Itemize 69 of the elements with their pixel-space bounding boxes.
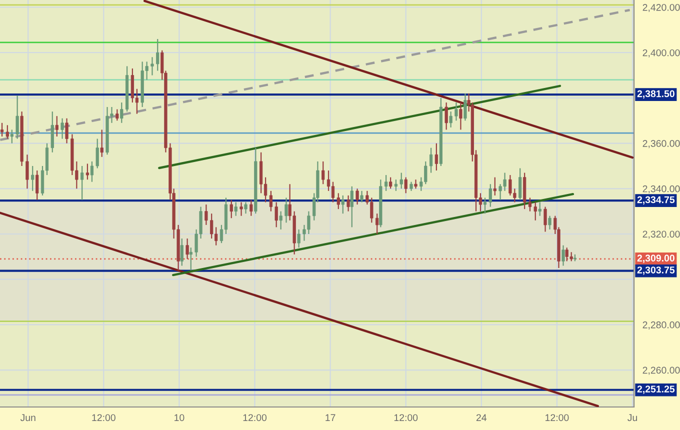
- candlestick: [518, 168, 522, 201]
- x-tick-label: 17: [326, 414, 336, 421]
- candlestick: [234, 202, 238, 216]
- candlestick: [346, 194, 350, 212]
- candlestick: [259, 152, 263, 194]
- candlestick: [341, 194, 344, 214]
- candlestick: [31, 165, 34, 192]
- candlestick: [274, 202, 278, 228]
- candlestick: [90, 160, 94, 182]
- candlestick: [96, 138, 99, 169]
- candlestick: [204, 204, 208, 226]
- y-tick-label: 2,340.00: [642, 185, 680, 194]
- x-tick-label: 12:00: [243, 414, 267, 422]
- candlestick: [65, 118, 68, 144]
- x-tick-label: 10: [174, 414, 184, 422]
- candlestick: [80, 165, 84, 201]
- candlestick: [376, 213, 379, 235]
- candlestick: [60, 118, 64, 140]
- ref-line-label: 2,251.25: [637, 386, 675, 394]
- candlestick: [55, 116, 58, 138]
- candlestick: [528, 197, 532, 212]
- candlestick: [50, 111, 54, 153]
- candlestick: [322, 160, 325, 185]
- candlestick: [279, 210, 282, 230]
- candlestick: [336, 192, 340, 210]
- ref-line-label: 2,309.00: [637, 254, 674, 263]
- candlestick: [356, 188, 359, 206]
- candlestick: [400, 172, 403, 190]
- candlestick: [230, 199, 233, 219]
- candlestick: [36, 170, 39, 201]
- x-tick-label: 12:00: [546, 414, 569, 422]
- ref-line-label: 2,303.75: [637, 266, 675, 275]
- candlestick: [562, 244, 565, 266]
- candlestick: [331, 181, 335, 203]
- candlestick: [244, 202, 248, 214]
- candlestick: [394, 179, 398, 192]
- x-tick-label: 12:00: [92, 414, 116, 422]
- y-tick-label: 2,280.00: [642, 321, 680, 330]
- candlestick: [360, 190, 364, 203]
- candlestick: [240, 202, 243, 216]
- x-tick-label: 12:00: [394, 414, 418, 422]
- candlestick: [350, 186, 354, 228]
- candlestick: [269, 190, 272, 212]
- candlestick: [86, 163, 90, 180]
- candlestick: [389, 176, 392, 190]
- candlestick: [186, 238, 189, 260]
- y-tick-label: 2,360.00: [642, 140, 680, 148]
- y-tick-label: 2,320.00: [642, 230, 680, 239]
- x-tick-label: 24: [476, 414, 487, 421]
- ref-line-label: 2,381.50: [637, 90, 674, 99]
- x-tick-label: Jun: [20, 414, 36, 422]
- candlestick: [120, 102, 124, 124]
- y-tick-label: 2,420.00: [642, 4, 680, 12]
- candlestick: [534, 202, 537, 221]
- x-tick-label: Ju: [628, 414, 637, 422]
- ref-line-label: 2,334.75: [637, 196, 675, 205]
- y-tick-label: 2,400.00: [642, 49, 680, 58]
- candlestick: [297, 228, 300, 248]
- y-tick-label: 2,260.00: [642, 366, 680, 375]
- candlestick: [548, 215, 552, 230]
- candlestick: [544, 206, 547, 232]
- candlestick: [116, 108, 119, 122]
- candlestick: [410, 181, 413, 192]
- candlestick: [100, 129, 104, 158]
- candlestick: [404, 176, 408, 194]
- candlestick: [250, 199, 253, 216]
- candlestick: [384, 174, 388, 192]
- candlestick: [538, 202, 542, 216]
- candlestick: [414, 179, 418, 190]
